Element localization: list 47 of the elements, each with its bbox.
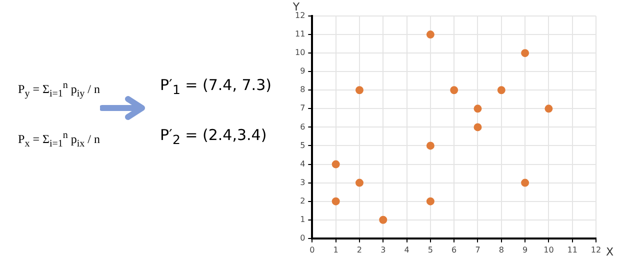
point (474, 123, 482, 132)
y-tick-label: 6 (300, 122, 306, 132)
x-tick-label: 8 (498, 245, 504, 254)
point (521, 49, 530, 58)
point (355, 178, 364, 187)
text: P$_{x}$ = Σ$_{i=1}$$^{n}$ p$_{ix}$ / n (18, 130, 100, 150)
y-tick-label: 9 (300, 66, 306, 76)
x-tick-label: 1 (333, 245, 338, 254)
y-axis-title: Y (292, 0, 300, 14)
x-tick-label: 6 (452, 245, 457, 254)
x-tick-label: 2 (356, 245, 362, 254)
y-tick-label: 3 (300, 178, 306, 187)
point (332, 197, 340, 206)
point (426, 142, 434, 150)
x-tick-label: 9 (522, 245, 528, 254)
point (474, 104, 482, 113)
y-tick-label: 11 (294, 30, 306, 39)
x-tick-label: 11 (567, 245, 578, 254)
text: P′$_{1}$ = (7.4, 7.3) (160, 76, 272, 97)
y-tick-label: 10 (294, 48, 306, 58)
x-axis-title: X (606, 245, 614, 258)
x-tick-label: 12 (590, 245, 602, 254)
x-tick-label: 4 (404, 245, 410, 254)
point (355, 86, 364, 94)
y-tick-label: 1 (300, 214, 306, 224)
point (544, 104, 553, 113)
x-tick-label: 5 (428, 245, 433, 254)
y-tick-label: 2 (300, 196, 306, 206)
y-tick-label: 5 (300, 140, 306, 150)
point (426, 197, 434, 206)
point (497, 86, 506, 94)
text: P$_{y}$ = Σ$_{i=1}$$^{n}$ p$_{iy}$ / n (18, 80, 100, 100)
y-tick-label: 8 (300, 85, 306, 94)
point (450, 86, 458, 94)
x-tick-label: 7 (475, 245, 480, 254)
y-tick-label: 4 (300, 159, 306, 168)
text: P′$_{2}$ = (2.4,3.4) (160, 126, 267, 147)
x-tick-label: 3 (380, 245, 386, 254)
point (379, 216, 388, 224)
x-tick-label: 0 (310, 245, 315, 254)
point (426, 30, 434, 39)
y-tick-label: 0 (300, 233, 306, 242)
point (332, 160, 340, 168)
x-tick-label: 10 (544, 245, 554, 254)
point (521, 178, 530, 187)
y-tick-label: 7 (300, 104, 306, 113)
y-tick-label: 12 (294, 11, 306, 20)
